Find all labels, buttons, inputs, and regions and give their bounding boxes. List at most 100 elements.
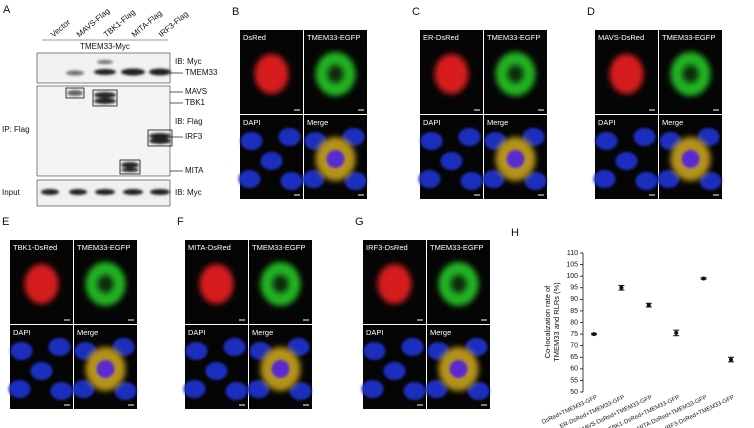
header: TMEM33-Myc bbox=[80, 42, 130, 51]
nucleus bbox=[615, 152, 638, 170]
nucleus bbox=[361, 380, 384, 398]
panel-letter: F bbox=[177, 216, 184, 228]
nucleus bbox=[238, 170, 261, 188]
nucleus bbox=[48, 338, 71, 356]
channel-label: DsRed bbox=[243, 33, 266, 42]
nucleus bbox=[403, 382, 426, 400]
nucleus bbox=[593, 170, 616, 188]
nucleus bbox=[420, 132, 443, 150]
nucleus bbox=[326, 150, 345, 168]
panel-letter: H bbox=[511, 227, 519, 239]
blot-label: IRF3 bbox=[185, 132, 203, 141]
image-panels: B DsRed TMEM33-EGFP DAPI Merge C ER-DsRed TMEM3… bbox=[2, 6, 722, 409]
channel-label: IRF3-DsRed bbox=[366, 243, 408, 252]
nucleus bbox=[205, 362, 228, 380]
signal bbox=[434, 54, 469, 94]
signal bbox=[609, 54, 644, 94]
panel-letter: G bbox=[355, 216, 364, 228]
nucleus bbox=[460, 172, 483, 190]
panel-h: H 50 55 60 65 70 75 80 85 90 95 100 105 110 Co-localiz… bbox=[511, 227, 736, 428]
channel-label: DAPI bbox=[423, 118, 441, 127]
y-tick-label: 80 bbox=[570, 319, 578, 326]
row-label: IP: Flag bbox=[2, 125, 30, 134]
point bbox=[592, 332, 596, 337]
channel-label: DAPI bbox=[13, 328, 31, 337]
y-tick-label: 55 bbox=[570, 377, 578, 384]
nucleus bbox=[467, 382, 490, 400]
channel-label: TMEM33-EGFP bbox=[307, 33, 360, 42]
point bbox=[619, 285, 624, 290]
nucleus bbox=[524, 172, 547, 190]
nucleus bbox=[114, 382, 137, 400]
signal bbox=[450, 275, 467, 293]
channel-label: TMEM33-EGFP bbox=[77, 243, 130, 252]
y-tick-label: 60 bbox=[570, 366, 578, 373]
blot-label: MITA bbox=[185, 166, 204, 175]
channel-label: Merge bbox=[430, 328, 451, 337]
blot-label: IB: Myc bbox=[175, 188, 202, 197]
channel-label: Merge bbox=[662, 118, 683, 127]
signal bbox=[272, 275, 289, 293]
panel-letter: A bbox=[3, 4, 11, 16]
signal bbox=[682, 65, 699, 83]
point bbox=[701, 276, 706, 281]
nucleus bbox=[185, 342, 208, 360]
nucleus bbox=[363, 342, 386, 360]
y-tick-label: 105 bbox=[566, 261, 578, 268]
nucleus bbox=[287, 338, 310, 356]
blot-label: TBK1 bbox=[185, 98, 206, 107]
channel-label: MAVS-DsRed bbox=[598, 33, 644, 42]
nucleus bbox=[440, 152, 463, 170]
lane-label: Vector bbox=[49, 17, 72, 39]
nucleus bbox=[383, 362, 406, 380]
signal bbox=[254, 54, 289, 94]
y-tick-label: 50 bbox=[570, 389, 578, 396]
channel-label: TMEM33-EGFP bbox=[252, 243, 305, 252]
nucleus bbox=[342, 128, 365, 146]
nucleus bbox=[183, 380, 206, 398]
channel-label: TMEM33-EGFP bbox=[662, 33, 715, 42]
nucleus bbox=[302, 170, 325, 188]
channel-label: Merge bbox=[307, 118, 328, 127]
signal bbox=[507, 65, 524, 83]
nucleus bbox=[112, 338, 135, 356]
y-tick-label: 90 bbox=[570, 296, 578, 303]
nucleus bbox=[595, 132, 618, 150]
nucleus bbox=[225, 382, 248, 400]
point bbox=[729, 357, 733, 362]
channel-label: DAPI bbox=[366, 328, 384, 337]
signal bbox=[24, 264, 59, 304]
nucleus bbox=[289, 382, 312, 400]
row-label: Input bbox=[2, 188, 21, 197]
nucleus bbox=[223, 338, 246, 356]
nucleus bbox=[697, 128, 720, 146]
nucleus bbox=[72, 380, 95, 398]
nucleus bbox=[50, 382, 73, 400]
channel-label: DAPI bbox=[188, 328, 206, 337]
nucleus bbox=[657, 170, 680, 188]
nucleus bbox=[418, 170, 441, 188]
nucleus bbox=[280, 172, 303, 190]
band-boxes bbox=[65, 87, 173, 175]
panel-letter: C bbox=[412, 6, 420, 18]
nucleus bbox=[278, 128, 301, 146]
signal bbox=[377, 264, 412, 304]
y-tick-label: 65 bbox=[570, 354, 578, 361]
nucleus bbox=[482, 170, 505, 188]
channel-label: ER-DsRed bbox=[423, 33, 459, 42]
point bbox=[646, 303, 651, 308]
blot-label: MAVS bbox=[185, 87, 207, 96]
y-tick-label: 85 bbox=[570, 308, 578, 315]
nucleus bbox=[260, 152, 283, 170]
blot-label: IB: Flag bbox=[175, 117, 203, 126]
channel-label: MITA-DsRed bbox=[188, 243, 231, 252]
nucleus bbox=[271, 360, 290, 378]
blot bbox=[36, 52, 171, 84]
panel-letter: D bbox=[587, 6, 595, 18]
channel-label: Merge bbox=[252, 328, 273, 337]
channel-label: DAPI bbox=[598, 118, 616, 127]
nucleus bbox=[465, 338, 488, 356]
nucleus bbox=[506, 150, 525, 168]
